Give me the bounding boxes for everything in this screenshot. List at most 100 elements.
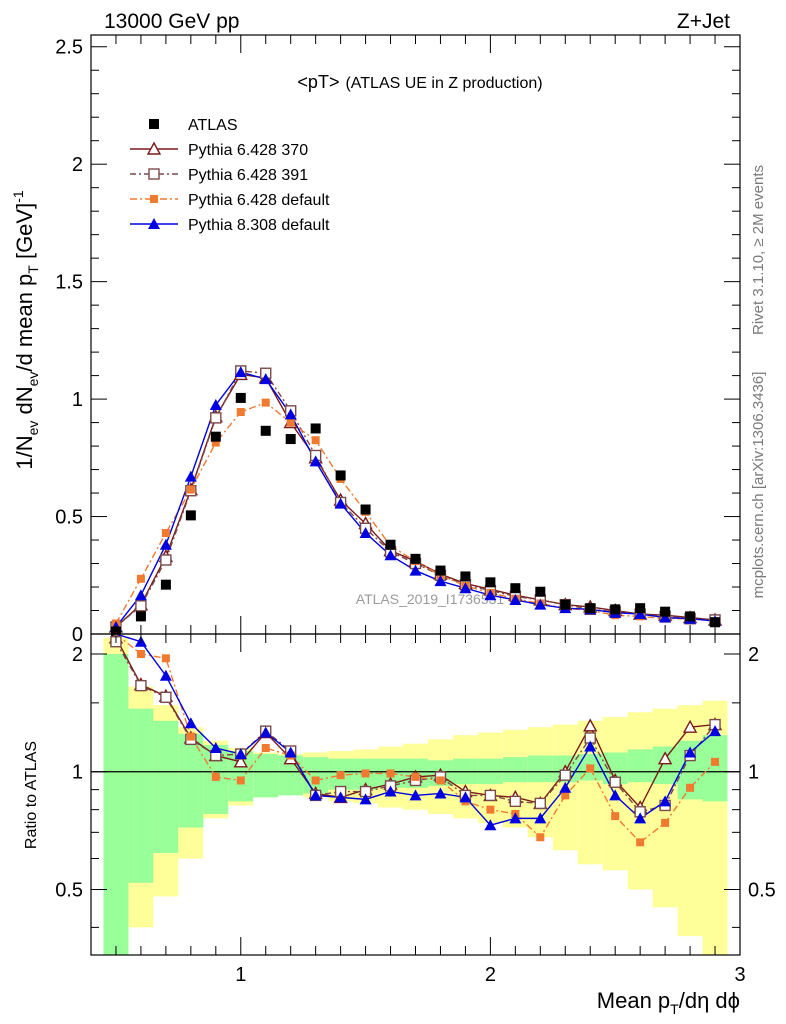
axes-frames: 0 0.5 1 1.5 2 2.5 1 2 3 0.5 0.5 1 1 2 2	[55, 34, 776, 986]
data-point	[136, 574, 145, 583]
data-point	[210, 412, 222, 424]
series-line	[115, 373, 716, 628]
ratio-data-point	[311, 776, 320, 785]
atlas-data-point	[160, 579, 171, 590]
ratio-data-point	[211, 772, 220, 781]
legend: ATLAS Pythia 6.428 370 Pythia 6.428 391 Pyt…	[130, 117, 330, 234]
ratio-data-point	[559, 781, 572, 793]
analysis-watermark: ATLAS_2019_I1736531	[356, 591, 505, 607]
data-point	[211, 438, 220, 447]
ratio-data-point	[584, 740, 597, 752]
ratio-data-point	[161, 654, 170, 663]
y-tick-label: 0.5	[55, 507, 83, 529]
ratio-data-point	[384, 785, 397, 797]
data-point	[135, 600, 147, 612]
legend-marker	[146, 141, 162, 155]
ratio-data-point	[534, 797, 547, 810]
ratio-data-point	[684, 746, 697, 758]
ratio-data-point	[609, 789, 622, 801]
ratio-data-point	[386, 769, 395, 778]
main-y-axis-label: 1/Nev dNev/d mean pT [GeV]-1	[10, 190, 41, 470]
legend-label: ATLAS	[188, 117, 238, 134]
ratio-data-point	[682, 719, 698, 733]
ratio-data-point	[586, 764, 595, 773]
data-point	[161, 528, 170, 537]
atlas-data-point	[560, 599, 571, 610]
data-point	[259, 373, 272, 385]
ratio-tick-label-right: 2	[748, 644, 759, 666]
ratio-data-point	[136, 650, 145, 659]
data-point	[409, 564, 422, 576]
ratio-data-point	[659, 795, 672, 807]
legend-label: Pythia 6.428 default	[188, 192, 330, 209]
legend-marker	[150, 195, 158, 203]
y-tick-label: 2	[72, 154, 83, 176]
plot-title: <pT> (ATLAS UE in Z production)	[297, 72, 542, 92]
ratio-data-point	[334, 791, 347, 803]
data-point	[659, 611, 672, 623]
data-point	[359, 526, 372, 538]
ratio-data-point	[234, 748, 247, 760]
atlas-data-point	[535, 586, 546, 597]
data-point	[534, 598, 547, 610]
ratio-data-point	[135, 679, 147, 692]
ratio-data-point	[484, 789, 497, 802]
ratio-data-point	[509, 812, 522, 824]
data-point	[286, 418, 295, 427]
ratio-data-point	[434, 787, 447, 799]
header-right-label: Z+Jet	[677, 10, 730, 33]
data-point	[434, 575, 447, 587]
y-tick-label: 2.5	[55, 37, 83, 59]
atlas-data-point	[485, 577, 496, 588]
legend-label: Pythia 6.428 391	[188, 167, 308, 184]
ratio-data-point	[484, 819, 497, 831]
data-point	[236, 408, 245, 417]
ratio-data-point	[536, 833, 545, 842]
ratio-data-point	[634, 812, 647, 824]
header-left-label: 13000 GeV pp	[104, 10, 239, 33]
ratio-data-point	[657, 751, 673, 765]
ratio-series-group	[108, 630, 723, 847]
ratio-data-point	[336, 771, 345, 780]
atlas-data-point	[635, 603, 646, 614]
ratio-data-point	[636, 838, 645, 847]
atlas-data-point	[510, 583, 521, 594]
x-tick-label: 1	[235, 964, 246, 986]
ratio-data-point	[459, 791, 472, 803]
band-inner-bin	[153, 720, 179, 853]
mcplots-label: mcplots.cern.ch [arXiv:1306.3436]	[750, 372, 767, 599]
band-inner-bin	[103, 654, 129, 955]
band-inner-bin	[527, 755, 553, 783]
x-tick-label: 3	[734, 964, 745, 986]
ratio-data-point	[409, 789, 422, 801]
ratio-data-point	[284, 746, 297, 758]
atlas-data-point	[310, 423, 321, 434]
atlas-data-point	[660, 606, 671, 617]
ratio-data-point	[559, 769, 571, 781]
legend-label: Pythia 8.308 default	[188, 217, 330, 234]
ratio-tick-label-left: 2	[72, 644, 83, 666]
atlas-data-point	[385, 539, 396, 550]
atlas-data-point	[410, 553, 421, 564]
y-tick-label: 1	[72, 389, 83, 411]
data-point	[261, 398, 270, 407]
data-point	[160, 554, 172, 566]
atlas-data-point	[235, 392, 246, 403]
data-point	[384, 549, 397, 561]
ratio-tick-label-right: 0.5	[748, 879, 776, 901]
atlas-data-point	[260, 425, 271, 436]
atlas-data-point	[210, 431, 221, 442]
band-inner-bin	[178, 733, 204, 828]
data-point	[509, 593, 522, 605]
ratio-uncertainty-bands	[91, 637, 740, 955]
ratio-data-point	[361, 769, 370, 778]
ratio-tick-label-left: 1	[72, 762, 83, 784]
ratio-data-point	[561, 791, 570, 800]
data-point	[634, 608, 647, 620]
series-line	[115, 370, 716, 628]
ratio-data-point	[209, 742, 222, 754]
data-point	[184, 470, 197, 482]
atlas-data-point	[185, 510, 196, 521]
data-point	[334, 497, 347, 509]
